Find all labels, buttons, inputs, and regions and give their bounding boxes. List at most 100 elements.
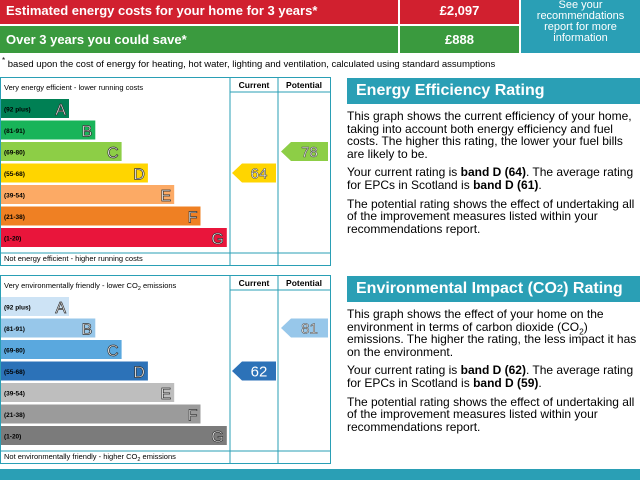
section-title: Energy Efficiency Rating [347,78,640,104]
text-run: This graph shows the current efficiency … [347,109,632,161]
band-bar [1,297,69,316]
top-label: Very energy efficient - lower running co… [4,83,143,92]
text-run: ) Rating [563,280,623,297]
column-header: Current [239,278,270,288]
paragraph: Your current rating is band D (64). The … [347,166,639,191]
band-letter: D [133,167,145,184]
column-header: Potential [286,278,322,288]
band-range: (21-38) [4,412,25,419]
band-letter: G [211,429,223,446]
band-letter: C [107,343,119,360]
text-run: This graph shows the effect of your home… [347,307,604,334]
band-bar [1,426,227,445]
rating-value: 62 [251,364,268,381]
band-letter: B [82,124,93,141]
text-run: Very environmentally friendly - lower CO [4,281,138,290]
band-bar [1,340,122,359]
text-run: . The average rating for EPCs in Scotlan… [347,363,634,390]
band-range: (92 plus) [4,305,31,312]
band-range: (39-54) [4,193,25,200]
recommendations-note: See your recommendations report for more… [521,0,640,53]
column-header: Potential [286,80,322,90]
text-run: band D (61) [473,177,539,192]
text-run: Very energy efficient - lower running co… [4,83,143,92]
band-bar [1,228,227,247]
text-run: ) emissions. The higher the rating, the … [347,319,637,359]
band-bar [1,163,148,183]
text-run: band D (59) [473,375,539,390]
rating-chart: Current Potential Very energy efficient - … [0,77,331,266]
band-bar [1,99,69,118]
band-bar [1,142,122,161]
band-range: (92 plus) [4,107,31,114]
text-run: Environmental Impact (CO [356,280,557,297]
text-run: 2 [579,325,584,336]
band-letter: E [161,386,172,403]
column-header: Current [239,80,270,90]
text-run: Your current rating is [347,165,461,180]
band-bar [1,404,201,424]
text-run: The potential rating shows the effect of… [347,196,635,236]
band-range: (81-91) [4,326,25,333]
text-run: emissions [140,452,176,461]
text-run: The potential rating shows the effect of… [347,394,635,434]
paragraph: Your current rating is band D (62). The … [347,364,639,389]
band-range: (55-68) [4,171,25,178]
band-range: (21-38) [4,214,25,221]
chart-frame [0,275,331,464]
footnote-text: based upon the cost of energy for heatin… [7,59,496,71]
band-letter: B [82,322,93,339]
footnote: * based upon the cost of energy for heat… [2,56,495,70]
rating-arrow [232,163,276,183]
top-label: Very environmentally friendly - lower CO… [4,281,177,292]
band-bar [1,185,175,204]
rating-chart: Current Potential Very environmentally fri… [0,275,331,464]
band-letter: G [211,231,223,248]
band-letter: F [188,210,198,227]
band-range: (1-20) [4,236,21,243]
text-run: . [538,375,542,390]
text-run: emissions [141,281,177,290]
band-range: (81-91) [4,128,25,135]
rating-arrow [281,142,328,161]
rating-arrow [281,318,328,338]
band-letter: D [133,365,145,382]
band-letter: E [161,188,172,205]
cost-label: Over 3 years you could save* [0,26,398,53]
band-bar [1,383,175,402]
rating-value: 64 [251,166,268,183]
text-run: band D (64) [460,165,526,180]
text-run: band D (62) [460,363,526,378]
rating-arrow [232,361,276,381]
band-range: (55-68) [4,369,25,376]
text-run: Your current rating is [347,363,461,378]
chart-frame [0,77,331,266]
band-range: (69-80) [4,348,25,355]
band-bar [1,120,96,140]
cost-value: £888 [400,26,519,53]
band-range: (69-80) [4,150,25,157]
band-letter: A [55,300,66,317]
rating-value: 78 [301,144,318,161]
cost-value: £2,097 [400,0,519,24]
text-run: Energy Efficiency Rating [356,82,545,99]
band-letter: F [188,408,198,425]
footnote-mark: * [2,56,6,65]
band-range: (39-54) [4,391,25,398]
band-bar [1,361,148,381]
section-text: This graph shows the current efficiency … [347,110,639,241]
band-letter: C [107,145,119,162]
text-run: Not energy efficient - higher running co… [4,254,143,263]
paragraph: The potential rating shows the effect of… [347,196,639,236]
text-run: . The average rating for EPCs in Scotlan… [347,165,634,192]
bottom-label: Not environmentally friendly - higher CO… [4,452,176,463]
bottom-label: Not energy efficient - higher running co… [4,254,143,263]
text-run: . [538,177,542,192]
band-bar [1,318,96,338]
next-section-bar [0,469,640,480]
paragraph: This graph shows the current efficiency … [347,110,639,160]
band-bar [1,206,201,226]
text-run: Not environmentally friendly - higher CO [4,452,138,461]
paragraph: This graph shows the effect of your home… [347,308,639,358]
